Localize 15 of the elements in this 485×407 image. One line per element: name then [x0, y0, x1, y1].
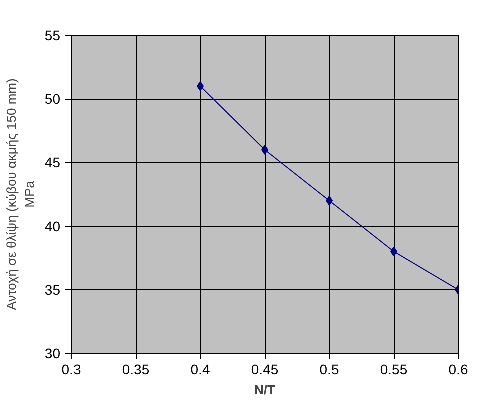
y-tick-label: 45 [44, 154, 61, 171]
x-tick-label: 0.35 [122, 362, 150, 378]
x-tick-label: 0.55 [380, 362, 408, 378]
x-tick-label: 0.5 [320, 362, 340, 378]
y-tick-label: 40 [44, 218, 61, 234]
y-tick-label: 30 [44, 346, 61, 362]
x-tick-label: 0.6 [448, 362, 468, 378]
x-tick-label: 0.4 [190, 362, 210, 378]
x-tick-label: 0.45 [251, 362, 279, 378]
x-axis-title: N/T [254, 382, 276, 398]
y-tick-label: 55 [44, 28, 61, 44]
y-axis-title: Αντοχή σε θλίψη (κύβου ακμής 150 mm) MPa [4, 78, 37, 310]
y-tick-label: 35 [44, 282, 61, 298]
x-tick-label: 0.3 [62, 362, 82, 378]
y-tick-label: 50 [44, 91, 61, 108]
